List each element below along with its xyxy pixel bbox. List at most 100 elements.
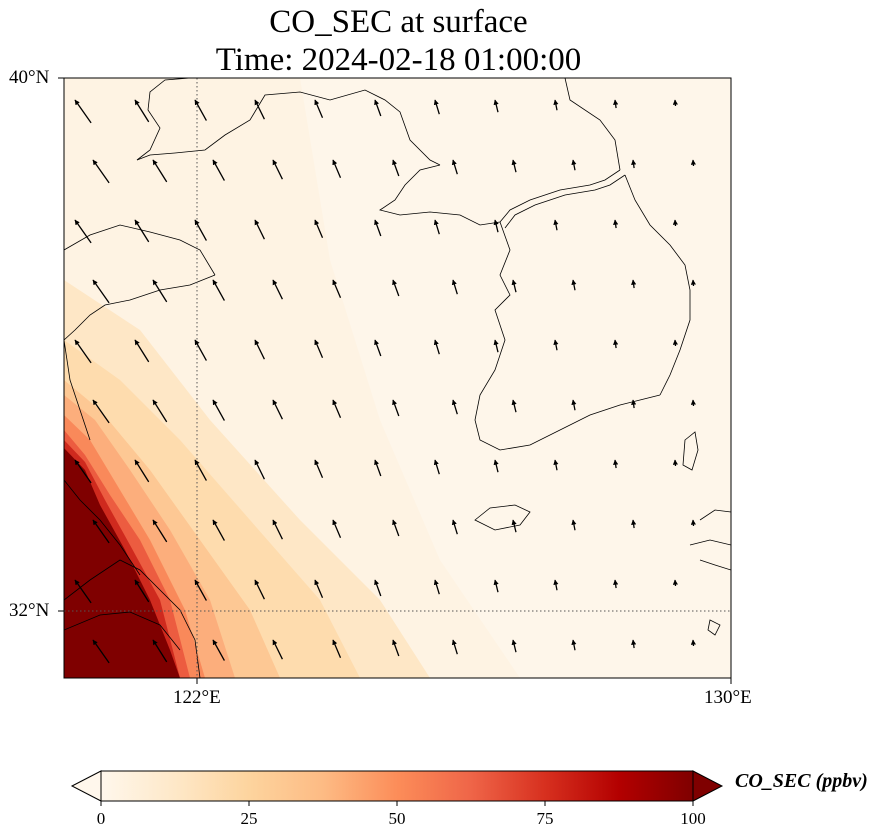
wind-arrow <box>92 399 110 424</box>
wind-arrow <box>613 459 619 469</box>
wind-arrow <box>613 219 619 229</box>
wind-arrow <box>374 579 382 597</box>
wind-arrow <box>212 159 225 181</box>
wind-arrow <box>511 399 517 413</box>
concentration-field <box>64 78 731 678</box>
colorbar-tick: 75 <box>536 809 554 828</box>
wind-arrow <box>194 579 207 601</box>
wind-arrow <box>374 459 382 477</box>
wind-arrow <box>272 519 283 540</box>
wind-arrow <box>254 459 265 480</box>
wind-arrow <box>672 99 678 107</box>
wind-arrow <box>374 99 382 117</box>
wind-arrow <box>613 99 619 109</box>
map-frame <box>63 77 732 679</box>
wind-arrow <box>212 519 225 541</box>
wind-arrow <box>254 219 265 240</box>
wind-arrow <box>194 99 207 121</box>
wind-arrow <box>392 279 400 297</box>
colorbar <box>70 770 724 806</box>
wind-arrow <box>332 159 342 178</box>
wind-arrow <box>631 159 637 169</box>
wind-arrow <box>332 519 342 538</box>
wind-arrow <box>332 639 342 658</box>
wind-arrow <box>314 459 324 478</box>
wind-arrow <box>672 219 678 227</box>
wind-arrow <box>433 219 440 235</box>
wind-arrow <box>74 579 92 604</box>
lon-label-122e: 122°E <box>173 687 221 708</box>
wind-arrow <box>74 459 92 484</box>
wind-arrow <box>511 159 517 173</box>
wind-arrow <box>392 159 400 177</box>
wind-arrow <box>254 99 265 120</box>
wind-arrow <box>553 459 559 471</box>
wind-arrow <box>493 99 499 113</box>
wind-arrow <box>631 519 637 529</box>
wind-arrow <box>571 159 577 171</box>
wind-arrow <box>553 99 559 111</box>
wind-arrow <box>631 399 637 409</box>
wind-arrow <box>152 279 168 303</box>
wind-arrow <box>314 579 324 598</box>
wind-arrow <box>493 459 499 473</box>
wind-arrow <box>212 399 225 421</box>
wind-arrow <box>332 279 342 298</box>
wind-arrow <box>493 219 499 233</box>
lat-label-40n: 40°N <box>9 67 50 88</box>
wind-arrow <box>92 159 110 184</box>
wind-arrow <box>74 339 92 364</box>
wind-arrow <box>571 279 577 291</box>
wind-arrow <box>152 159 168 183</box>
wind-arrow <box>212 279 225 301</box>
wind-arrow <box>690 399 696 407</box>
lat-label-32n: 32°N <box>9 600 50 621</box>
wind-arrow <box>314 339 324 358</box>
wind-arrow <box>571 639 577 651</box>
wind-arrow <box>553 339 559 351</box>
wind-arrow <box>613 339 619 349</box>
wind-arrow <box>374 219 382 237</box>
wind-arrow <box>553 219 559 231</box>
wind-arrow <box>631 639 637 649</box>
wind-arrow <box>272 279 283 300</box>
wind-arrow <box>613 579 619 589</box>
wind-arrow <box>374 339 382 357</box>
wind-arrow <box>272 159 283 180</box>
map-title: CO_SEC at surface <box>269 4 528 40</box>
wind-arrow <box>92 279 110 304</box>
colorbar-tick: 25 <box>240 809 258 828</box>
wind-arrow <box>134 339 150 363</box>
wind-arrow <box>134 579 150 603</box>
map-time: Time: 2024-02-18 01:00:00 <box>215 42 582 78</box>
wind-arrow <box>690 639 696 647</box>
wind-arrow <box>433 459 440 475</box>
wind-arrow <box>493 579 499 593</box>
wind-arrow <box>451 639 458 655</box>
wind-arrow <box>152 639 168 663</box>
colorbar-label: CO_SEC (ppbv) <box>735 770 868 792</box>
wind-arrow <box>451 159 458 175</box>
wind-arrow <box>511 519 517 533</box>
wind-arrow <box>134 99 150 123</box>
wind-arrow <box>672 459 678 467</box>
wind-arrow <box>631 279 637 289</box>
colorbar-tick: 0 <box>96 809 106 828</box>
wind-arrow <box>690 519 696 527</box>
coastlines <box>64 78 731 678</box>
wind-arrow <box>92 639 110 664</box>
wind-arrow <box>672 339 678 347</box>
wind-arrow <box>254 339 265 360</box>
wind-arrow <box>314 99 324 118</box>
wind-arrow <box>451 279 458 295</box>
wind-arrow <box>433 579 440 595</box>
wind-arrow <box>194 219 207 241</box>
colorbar-tick: 50 <box>388 809 406 828</box>
wind-arrow <box>511 279 517 293</box>
wind-arrow <box>672 579 678 587</box>
wind-arrow <box>451 399 458 415</box>
wind-arrow <box>511 639 517 653</box>
wind-arrow <box>690 159 696 167</box>
wind-vectors <box>74 99 696 664</box>
wind-arrow <box>272 639 283 660</box>
